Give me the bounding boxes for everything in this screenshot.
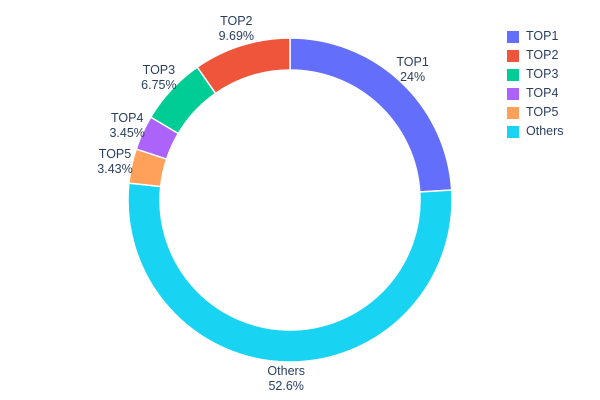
- pie-slice-top1[interactable]: [289, 37, 453, 193]
- legend-label: TOP5: [526, 105, 559, 119]
- legend-label: TOP1: [526, 29, 559, 43]
- legend-swatch: [507, 49, 519, 62]
- legend-swatch: [507, 68, 519, 81]
- legend-item-others[interactable]: Others: [507, 125, 564, 138]
- legend-item-top4[interactable]: TOP4: [507, 87, 564, 100]
- legend-swatch: [507, 87, 519, 100]
- legend-label: TOP4: [526, 86, 559, 100]
- pie-slice-top2[interactable]: [196, 37, 291, 95]
- legend-item-top5[interactable]: TOP5: [507, 106, 564, 119]
- legend: TOP1 TOP2 TOP3 TOP4 TOP5 Others: [507, 30, 564, 138]
- legend-swatch: [507, 30, 519, 43]
- legend-label: Others: [526, 124, 564, 138]
- legend-label: TOP2: [526, 48, 559, 62]
- legend-item-top3[interactable]: TOP3: [507, 68, 564, 81]
- legend-item-top1[interactable]: TOP1: [507, 30, 564, 43]
- legend-swatch: [507, 106, 519, 119]
- legend-label: TOP3: [526, 67, 559, 81]
- legend-swatch: [507, 125, 519, 138]
- pie-slice-others[interactable]: [127, 182, 453, 363]
- legend-item-top2[interactable]: TOP2: [507, 49, 564, 62]
